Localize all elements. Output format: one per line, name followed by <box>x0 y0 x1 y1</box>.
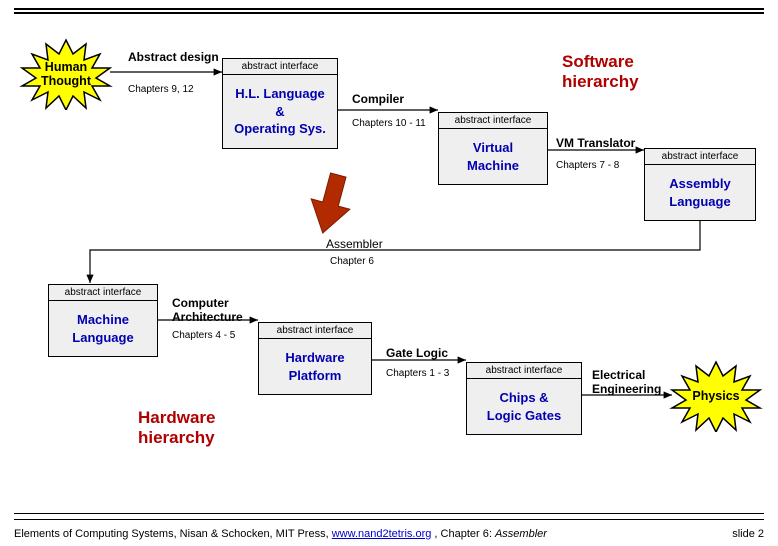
box-caption: abstract interface <box>49 285 157 301</box>
box-mach-lang-title: MachineLanguage <box>49 301 157 356</box>
edge-ee: ElectricalEngineering <box>592 368 661 397</box>
box-chips-title: Chips &Logic Gates <box>467 379 581 434</box>
box-caption: abstract interface <box>645 149 755 165</box>
box-hll-title: H.L. Language&Operating Sys. <box>223 75 337 148</box>
edge-abstract-design-ch: Chapters 9, 12 <box>128 84 194 95</box>
edge-gate-logic: Gate Logic <box>386 346 448 360</box>
edge-vm-translator: VM Translator <box>556 136 635 150</box>
footer-link[interactable]: www.nand2tetris.org <box>332 528 432 540</box>
footer: Elements of Computing Systems, Nisan & S… <box>14 528 764 540</box>
box-caption: abstract interface <box>223 59 337 75</box>
edge-gate-logic-ch: Chapters 1 - 3 <box>386 368 449 379</box>
box-hll: abstract interface H.L. Language&Operati… <box>222 58 338 149</box>
box-caption: abstract interface <box>439 113 547 129</box>
box-vm-title: VirtualMachine <box>439 129 547 184</box>
footer-prefix: Elements of Computing Systems, Nisan & S… <box>14 528 332 540</box>
box-mach-lang: abstract interface MachineLanguage <box>48 284 158 357</box>
box-asm-lang-title: AssemblyLanguage <box>645 165 755 220</box>
edge-vm-translator-ch: Chapters 7 - 8 <box>556 160 619 171</box>
box-hw-plat-title: HardwarePlatform <box>259 339 371 394</box>
heading-software: Softwarehierarchy <box>562 52 639 91</box>
connectors <box>0 0 778 546</box>
starburst-physics-label: Physics <box>692 389 739 403</box>
emphasis-arrow <box>300 170 360 242</box>
edge-abstract-design: Abstract design <box>128 50 219 64</box>
footer-chapter-name: Assembler <box>495 528 547 540</box>
box-chips: abstract interface Chips &Logic Gates <box>466 362 582 435</box>
footer-slide: slide 2 <box>732 528 764 540</box>
box-caption: abstract interface <box>259 323 371 339</box>
edge-assembler: Assembler <box>326 237 383 251</box>
starburst-human-label: HumanThought <box>41 60 91 89</box>
starburst-human-thought: HumanThought <box>18 38 114 110</box>
box-hw-plat: abstract interface HardwarePlatform <box>258 322 372 395</box>
starburst-physics: Physics <box>668 360 764 432</box>
edge-assembler-ch: Chapter 6 <box>330 256 374 267</box>
heading-hardware: Hardwarehierarchy <box>138 408 215 447</box>
edge-comp-arch-ch: Chapters 4 - 5 <box>172 330 235 341</box>
diagram-canvas: HumanThought Physics abstract interface … <box>0 0 778 546</box>
edge-compiler: Compiler <box>352 92 404 106</box>
edge-comp-arch: ComputerArchitecture <box>172 296 243 325</box>
box-asm-lang: abstract interface AssemblyLanguage <box>644 148 756 221</box>
footer-suffix: , Chapter 6: <box>431 528 495 540</box>
edge-compiler-ch: Chapters 10 - 11 <box>352 118 426 129</box>
box-caption: abstract interface <box>467 363 581 379</box>
box-vm: abstract interface VirtualMachine <box>438 112 548 185</box>
footer-left: Elements of Computing Systems, Nisan & S… <box>14 528 547 540</box>
